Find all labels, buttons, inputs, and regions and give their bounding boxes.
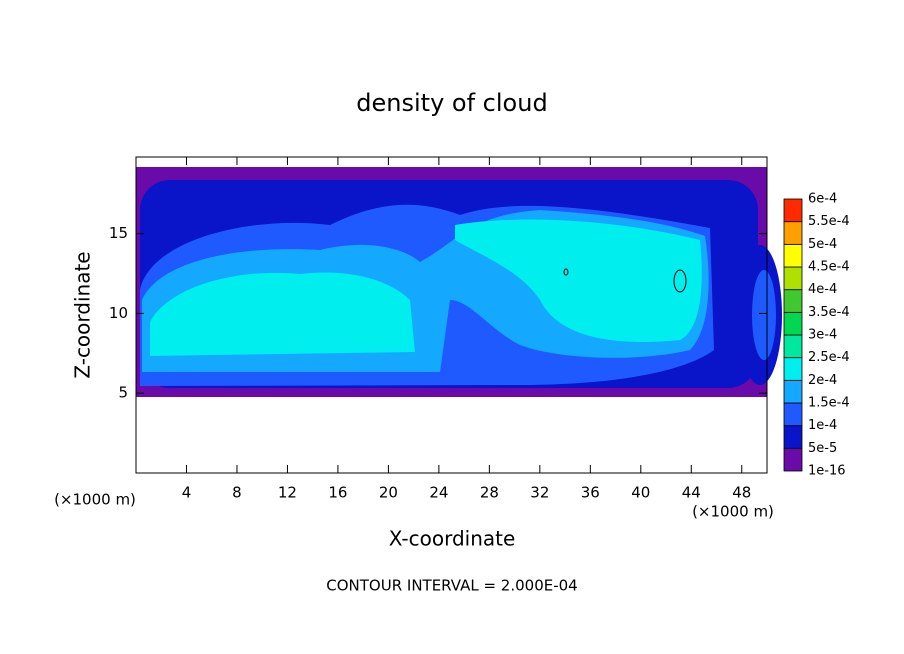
y-tick-label: 10 — [109, 304, 128, 322]
x-tick-label: 44 — [682, 484, 701, 502]
y-tick-label: 5 — [118, 384, 128, 402]
colorbar-label: 3.5e-4 — [808, 305, 850, 320]
plot-frame — [135, 156, 768, 474]
x-tick-label: 36 — [581, 484, 600, 502]
colorbar-segment — [783, 198, 803, 223]
background — [136, 157, 767, 165]
y-axis-title: Z-coordinate — [71, 251, 95, 378]
contour-region — [150, 272, 415, 356]
x-tick-label: 8 — [232, 484, 242, 502]
contour-region — [455, 219, 702, 342]
colorbar-segment — [783, 357, 803, 381]
colorbar-label: 2.5e-4 — [808, 350, 850, 365]
contour-line — [673, 269, 687, 293]
colorbar-segment — [783, 243, 803, 268]
colorbar-label: 6e-4 — [808, 192, 837, 207]
x-tick-label: 20 — [379, 484, 398, 502]
colorbar-segment — [783, 221, 803, 245]
colorbar-segment — [783, 311, 803, 336]
x-axis-title: X-coordinate — [389, 527, 516, 551]
colorbar-segment — [783, 289, 803, 313]
colorbar-segment — [783, 402, 803, 427]
colorbar-label: 5e-4 — [808, 237, 837, 252]
x-tick-label: 48 — [732, 484, 751, 502]
x-tick-label: 16 — [328, 484, 347, 502]
contour-line — [563, 268, 569, 276]
x-tick-label: 4 — [182, 484, 192, 502]
colorbar-label: 1e-4 — [808, 418, 837, 433]
contour-field — [136, 157, 782, 397]
y-unit: (×1000 m) — [54, 491, 136, 509]
chart-title: density of cloud — [356, 89, 547, 117]
contour-region — [752, 270, 776, 360]
colorbar-label: 4e-4 — [808, 282, 837, 297]
colorbar-label: 2e-4 — [808, 373, 837, 388]
colorbar-label: 3e-4 — [808, 328, 837, 343]
x-tick-label: 32 — [530, 484, 549, 502]
colorbar-segment — [783, 379, 803, 404]
colorbar-label: 1.5e-4 — [808, 396, 850, 411]
colorbar-segment — [783, 334, 803, 359]
x-unit: (×1000 m) — [692, 503, 774, 521]
y-tick-label: 15 — [109, 224, 128, 242]
colorbar-label: 4.5e-4 — [808, 260, 850, 275]
x-tick-label: 12 — [278, 484, 297, 502]
colorbar-label: 5.5e-4 — [808, 214, 850, 229]
annotation: CONTOUR INTERVAL = 2.000E-04 — [326, 577, 577, 595]
x-tick-label: 28 — [480, 484, 499, 502]
colorbar-segment — [783, 425, 803, 449]
colorbar-label: 5e-5 — [808, 441, 837, 456]
colorbar-segment — [783, 266, 803, 291]
colorbar-label: 1e-16 — [808, 464, 846, 479]
colorbar-segment — [783, 447, 803, 472]
x-tick-label: 40 — [631, 484, 650, 502]
x-tick-label: 24 — [429, 484, 448, 502]
